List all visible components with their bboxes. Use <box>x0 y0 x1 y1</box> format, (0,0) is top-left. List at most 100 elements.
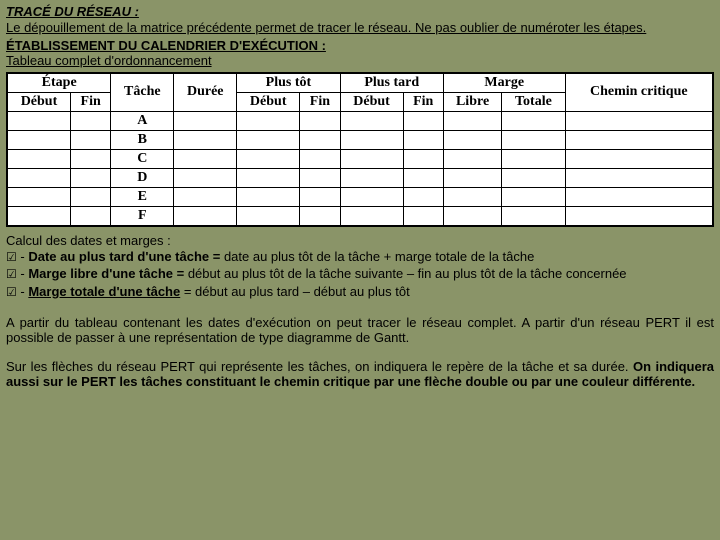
th-plustot-fin: Fin <box>300 92 340 111</box>
table-cell <box>70 130 110 149</box>
scheduling-table-container: Étape Tâche Durée Plus tôt Plus tard Mar… <box>6 72 714 227</box>
table-cell <box>174 168 237 187</box>
bullet-1: ☑ - Date au plus tard d'une tâche = date… <box>6 248 714 266</box>
table-cell <box>502 168 565 187</box>
section1-title: TRACÉ DU RÉSEAU : <box>6 4 714 19</box>
table-cell <box>8 149 71 168</box>
table-row: E <box>8 187 713 206</box>
b2-rest: début au plus tôt de la tâche suivante –… <box>184 266 626 281</box>
th-duree: Durée <box>174 73 237 111</box>
th-plustot-debut: Début <box>237 92 300 111</box>
table-cell: D <box>111 168 174 187</box>
th-marge-libre: Libre <box>443 92 501 111</box>
b1-label: Date au plus tard d'une tâche = <box>28 249 220 264</box>
paragraph-2: A partir du tableau contenant les dates … <box>6 315 714 345</box>
table-cell <box>174 111 237 130</box>
table-cell <box>8 187 71 206</box>
table-row: B <box>8 130 713 149</box>
table-cell <box>340 111 403 130</box>
table-cell <box>502 187 565 206</box>
table-cell <box>502 111 565 130</box>
table-cell <box>443 111 501 130</box>
para3-start: Sur les flèches du réseau PERT qui repré… <box>6 359 633 374</box>
dash: - <box>17 284 29 299</box>
table-cell <box>565 149 712 168</box>
b3-rest: = début au plus tard – début au plus tôt <box>180 284 409 299</box>
table-cell <box>237 168 300 187</box>
table-row: A <box>8 111 713 130</box>
table-cell <box>8 206 71 225</box>
table-cell <box>8 168 71 187</box>
th-plustard-fin: Fin <box>403 92 443 111</box>
table-cell <box>443 187 501 206</box>
check-icon: ☑ <box>6 267 17 281</box>
table-cell: E <box>111 187 174 206</box>
calc-intro: Calcul des dates et marges : <box>6 233 714 248</box>
table-cell <box>443 130 501 149</box>
table-cell: C <box>111 149 174 168</box>
scheduling-table: Étape Tâche Durée Plus tôt Plus tard Mar… <box>7 73 713 226</box>
table-cell <box>403 168 443 187</box>
table-cell <box>8 130 71 149</box>
table-header-row-1: Étape Tâche Durée Plus tôt Plus tard Mar… <box>8 73 713 92</box>
table-cell <box>70 187 110 206</box>
table-cell <box>237 206 300 225</box>
table-cell <box>403 130 443 149</box>
table-cell <box>174 206 237 225</box>
bullet-3: ☑ - Marge totale d'une tâche = début au … <box>6 283 714 301</box>
th-chemin: Chemin critique <box>565 73 712 111</box>
bullet-2: ☑ - Marge libre d'une tâche = début au p… <box>6 265 714 283</box>
section1-text: Le dépouillement de la matrice précédent… <box>6 20 714 37</box>
table-cell <box>70 168 110 187</box>
table-cell <box>8 111 71 130</box>
th-plustard-debut: Début <box>340 92 403 111</box>
th-tache: Tâche <box>111 73 174 111</box>
table-cell <box>300 130 340 149</box>
table-cell <box>502 130 565 149</box>
table-cell <box>300 168 340 187</box>
th-plustot: Plus tôt <box>237 73 340 92</box>
b3-label: Marge totale d'une tâche <box>28 284 180 299</box>
table-cell <box>443 149 501 168</box>
spacer <box>6 301 714 315</box>
table-cell <box>403 111 443 130</box>
table-cell <box>565 206 712 225</box>
table-cell <box>300 111 340 130</box>
table-cell <box>340 149 403 168</box>
b1-rest: date au plus tôt de la tâche + marge tot… <box>220 249 534 264</box>
check-icon: ☑ <box>6 250 17 264</box>
table-row: C <box>8 149 713 168</box>
dash: - <box>17 266 29 281</box>
table-cell <box>70 206 110 225</box>
table-cell <box>300 206 340 225</box>
table-cell <box>502 149 565 168</box>
table-cell <box>174 130 237 149</box>
th-etape-debut: Début <box>8 92 71 111</box>
th-plustard: Plus tard <box>340 73 443 92</box>
table-row: F <box>8 206 713 225</box>
check-icon: ☑ <box>6 285 17 299</box>
table-cell <box>502 206 565 225</box>
paragraph-3: Sur les flèches du réseau PERT qui repré… <box>6 359 714 389</box>
table-cell <box>300 149 340 168</box>
table-cell <box>300 187 340 206</box>
table-cell <box>340 168 403 187</box>
spacer <box>6 345 714 359</box>
table-cell <box>443 206 501 225</box>
table-cell: F <box>111 206 174 225</box>
table-cell <box>565 168 712 187</box>
table-cell <box>340 206 403 225</box>
th-marge-totale: Totale <box>502 92 565 111</box>
section2-subtitle: Tableau complet d'ordonnancement <box>6 53 714 68</box>
table-cell <box>443 168 501 187</box>
th-marge: Marge <box>443 73 565 92</box>
th-etape-fin: Fin <box>70 92 110 111</box>
table-cell <box>174 187 237 206</box>
table-cell <box>237 149 300 168</box>
table-cell <box>340 187 403 206</box>
table-cell <box>174 149 237 168</box>
table-cell <box>565 130 712 149</box>
table-cell <box>340 130 403 149</box>
table-cell <box>237 130 300 149</box>
th-etape: Étape <box>8 73 111 92</box>
